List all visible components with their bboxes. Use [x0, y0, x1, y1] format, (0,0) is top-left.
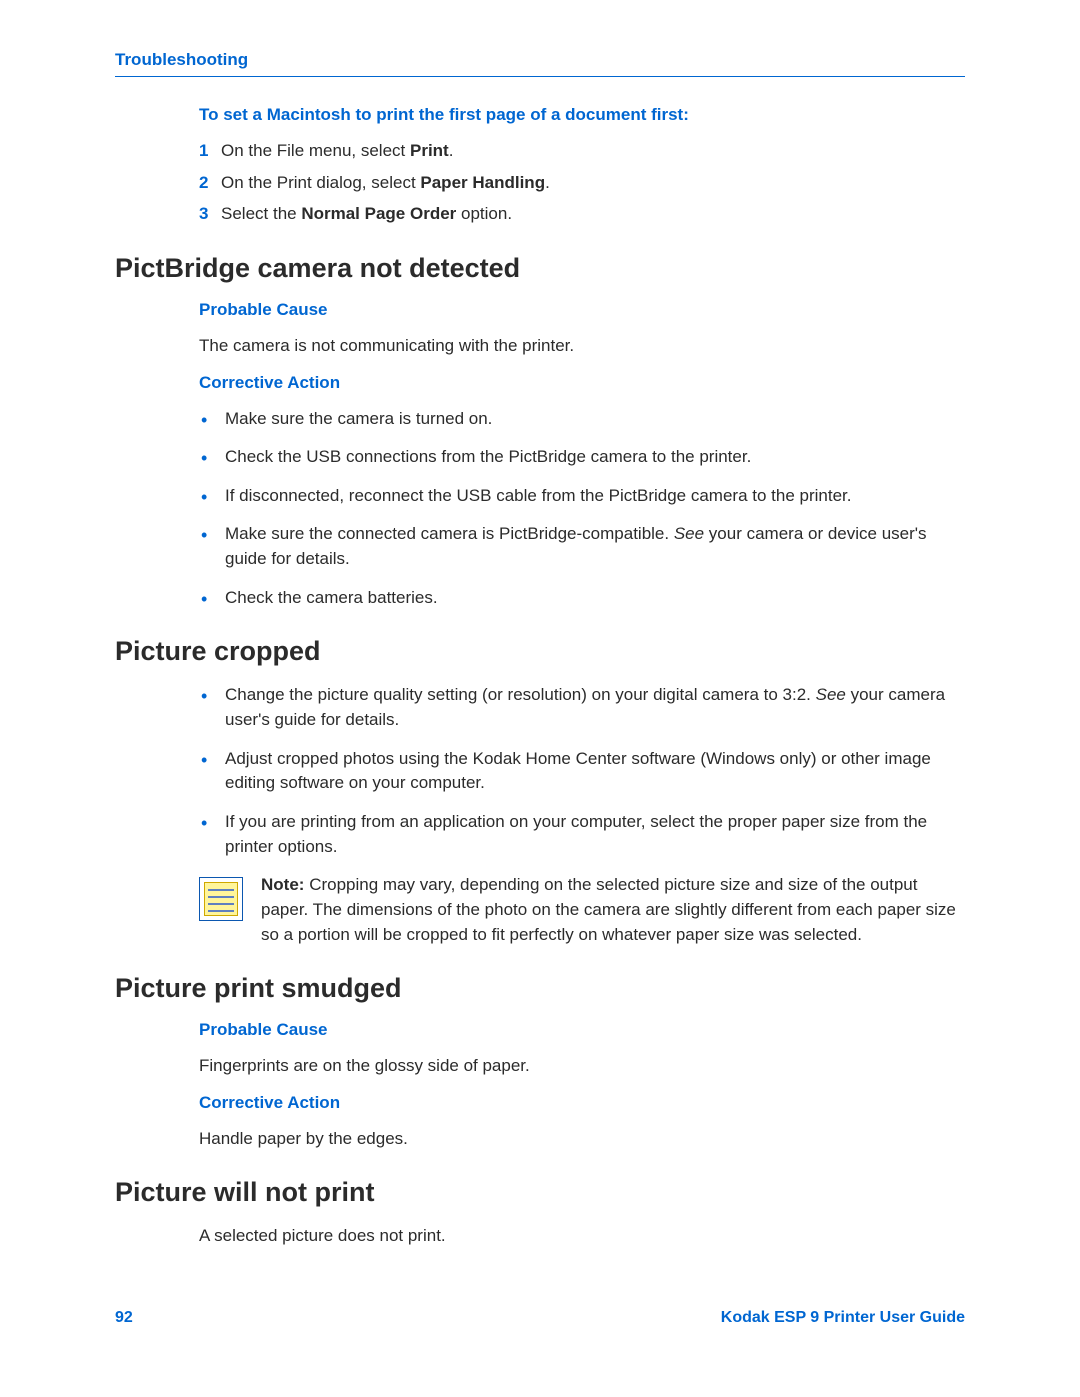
- probable-cause-text: Fingerprints are on the glossy side of p…: [199, 1054, 965, 1079]
- note-block: Note: Cropping may vary, depending on th…: [199, 873, 965, 947]
- mac-steps-list: 1 On the File menu, select Print. 2 On t…: [199, 139, 965, 227]
- step-number: 3: [199, 202, 221, 227]
- step-text: On the Print dialog, select Paper Handli…: [221, 171, 550, 196]
- list-item: Adjust cropped photos using the Kodak Ho…: [199, 747, 965, 796]
- step-pre: On the File menu, select: [221, 141, 410, 160]
- page-container: Troubleshooting To set a Macintosh to pr…: [0, 0, 1080, 1367]
- step-item: 2 On the Print dialog, select Paper Hand…: [199, 171, 965, 196]
- cropped-bullets: Change the picture quality setting (or r…: [199, 683, 965, 859]
- step-post: option.: [456, 204, 512, 223]
- corrective-action-label: Corrective Action: [199, 1093, 965, 1113]
- heading-smudged: Picture print smudged: [115, 973, 965, 1004]
- mac-first-page-block: To set a Macintosh to print the first pa…: [199, 105, 965, 227]
- step-number: 2: [199, 171, 221, 196]
- step-number: 1: [199, 139, 221, 164]
- step-post: .: [449, 141, 454, 160]
- step-item: 1 On the File menu, select Print.: [199, 139, 965, 164]
- list-item: Make sure the camera is turned on.: [199, 407, 965, 432]
- step-bold: Paper Handling: [420, 173, 545, 192]
- step-text: Select the Normal Page Order option.: [221, 202, 512, 227]
- guide-title: Kodak ESP 9 Printer User Guide: [721, 1309, 965, 1327]
- list-item: If you are printing from an application …: [199, 810, 965, 859]
- heading-noprint: Picture will not print: [115, 1177, 965, 1208]
- header-section-title: Troubleshooting: [115, 50, 965, 77]
- list-item: Change the picture quality setting (or r…: [199, 683, 965, 732]
- step-bold: Normal Page Order: [301, 204, 456, 223]
- note-text: Note: Cropping may vary, depending on th…: [261, 873, 965, 947]
- pictbridge-block: Probable Cause The camera is not communi…: [199, 300, 965, 610]
- list-item: Check the camera batteries.: [199, 586, 965, 611]
- pictbridge-bullets: Make sure the camera is turned on. Check…: [199, 407, 965, 611]
- probable-cause-text: The camera is not communicating with the…: [199, 334, 965, 359]
- note-body: Cropping may vary, depending on the sele…: [261, 875, 956, 943]
- list-item: Make sure the connected camera is PictBr…: [199, 522, 965, 571]
- mac-title: To set a Macintosh to print the first pa…: [199, 105, 965, 125]
- note-label: Note:: [261, 875, 304, 894]
- step-pre: On the Print dialog, select: [221, 173, 420, 192]
- list-item: Check the USB connections from the PictB…: [199, 445, 965, 470]
- cropped-block: Change the picture quality setting (or r…: [199, 683, 965, 947]
- step-bold: Print: [410, 141, 449, 160]
- corrective-action-text: Handle paper by the edges.: [199, 1127, 965, 1152]
- list-item: If disconnected, reconnect the USB cable…: [199, 484, 965, 509]
- step-pre: Select the: [221, 204, 301, 223]
- corrective-action-label: Corrective Action: [199, 373, 965, 393]
- heading-pictbridge: PictBridge camera not detected: [115, 253, 965, 284]
- step-item: 3 Select the Normal Page Order option.: [199, 202, 965, 227]
- page-footer: 92 Kodak ESP 9 Printer User Guide: [115, 1309, 965, 1327]
- probable-cause-label: Probable Cause: [199, 1020, 965, 1040]
- probable-cause-label: Probable Cause: [199, 300, 965, 320]
- smudged-block: Probable Cause Fingerprints are on the g…: [199, 1020, 965, 1151]
- step-text: On the File menu, select Print.: [221, 139, 453, 164]
- step-post: .: [545, 173, 550, 192]
- page-number: 92: [115, 1309, 133, 1327]
- heading-cropped: Picture cropped: [115, 636, 965, 667]
- noprint-block: A selected picture does not print.: [199, 1224, 965, 1249]
- noprint-text: A selected picture does not print.: [199, 1224, 965, 1249]
- note-icon: [199, 877, 243, 921]
